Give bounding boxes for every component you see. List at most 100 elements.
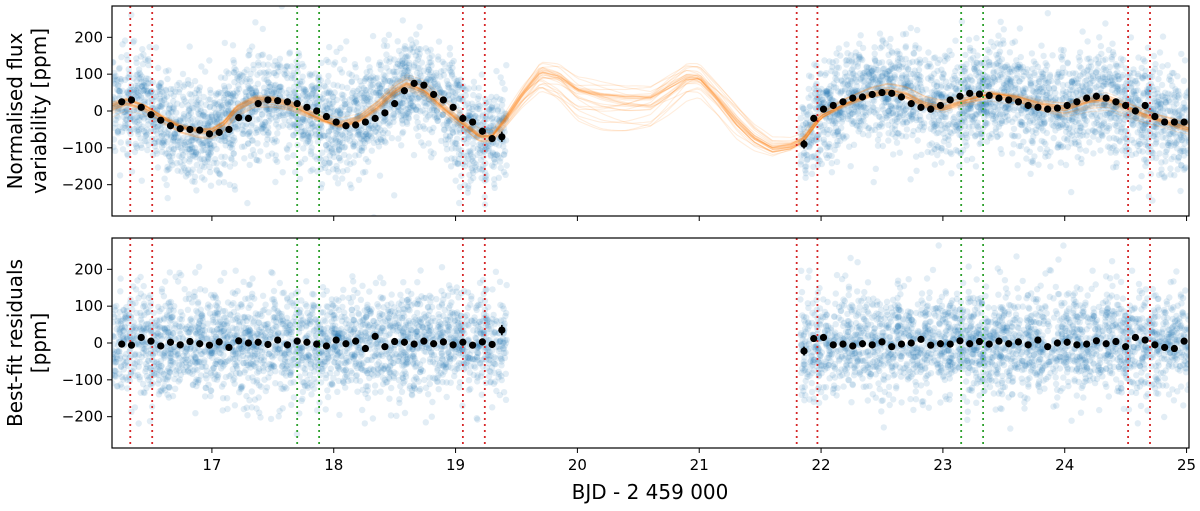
raw-point (1048, 77, 1055, 85)
raw-point (399, 116, 406, 124)
raw-point (307, 148, 315, 155)
raw-point (1070, 77, 1077, 84)
raw-point (1180, 77, 1188, 85)
raw-point (479, 147, 487, 155)
raw-point (1172, 108, 1179, 115)
raw-point (380, 92, 387, 100)
raw-point (142, 129, 149, 136)
raw-point (491, 151, 499, 159)
raw-point (497, 96, 504, 103)
raw-point (355, 131, 362, 138)
raw-point (354, 115, 361, 122)
raw-point (319, 132, 327, 139)
raw-point (344, 110, 351, 118)
raw-point (356, 128, 363, 135)
raw-point (502, 171, 509, 178)
raw-point (1068, 188, 1075, 196)
raw-point (360, 138, 367, 145)
raw-point (221, 153, 229, 160)
raw-point (174, 81, 181, 89)
raw-point (399, 99, 406, 107)
raw-point (354, 114, 361, 122)
raw-point (166, 102, 173, 109)
raw-point (1016, 25, 1024, 32)
raw-point (211, 156, 219, 163)
raw-point (426, 96, 433, 104)
raw-point (1014, 112, 1021, 119)
raw-point (475, 84, 482, 92)
raw-point (383, 57, 390, 64)
raw-point (151, 123, 158, 131)
raw-point (314, 123, 321, 131)
raw-point (448, 70, 456, 78)
raw-point (893, 139, 901, 146)
raw-point (286, 50, 293, 57)
raw-point (429, 76, 437, 84)
raw-point (914, 26, 921, 34)
raw-point (400, 69, 407, 77)
raw-point (470, 91, 477, 99)
raw-point (1103, 81, 1110, 88)
raw-point (265, 130, 272, 137)
raw-point (350, 143, 357, 150)
raw-point (204, 124, 211, 132)
raw-point (256, 69, 264, 76)
raw-point (1136, 140, 1144, 148)
raw-point (961, 123, 969, 130)
raw-point (309, 89, 317, 96)
raw-point (170, 105, 177, 113)
raw-point (972, 163, 980, 170)
raw-point (1067, 86, 1074, 94)
raw-point (859, 110, 867, 117)
raw-point (196, 138, 203, 145)
raw-point (241, 143, 248, 150)
raw-point (199, 136, 206, 144)
raw-point (384, 97, 392, 105)
raw-point (306, 72, 314, 79)
raw-point (1049, 52, 1056, 59)
raw-point (246, 75, 253, 83)
raw-point (140, 51, 147, 58)
raw-point (262, 69, 269, 77)
raw-point (161, 138, 168, 145)
raw-point (346, 96, 353, 103)
raw-point (340, 111, 347, 118)
raw-point (399, 103, 406, 111)
raw-point (479, 165, 486, 173)
raw-point (476, 149, 483, 157)
raw-point (242, 78, 249, 85)
raw-point (377, 136, 384, 143)
raw-point (833, 64, 841, 71)
raw-point (137, 71, 144, 78)
raw-point (1180, 99, 1188, 107)
raw-point (857, 32, 864, 39)
raw-point (420, 67, 427, 75)
raw-point (351, 98, 358, 106)
raw-point (468, 100, 476, 107)
raw-point (354, 87, 361, 95)
raw-point (246, 133, 253, 140)
raw-point (973, 71, 980, 78)
raw-point (300, 116, 307, 123)
raw-point (297, 80, 304, 88)
raw-point (223, 68, 230, 75)
raw-point (413, 107, 420, 114)
raw-point (931, 54, 939, 61)
raw-point (267, 87, 274, 95)
raw-point (180, 140, 187, 147)
raw-point (335, 146, 342, 154)
raw-point (1093, 83, 1100, 91)
raw-point (172, 133, 179, 140)
raw-point (382, 139, 389, 146)
raw-point (258, 110, 266, 118)
raw-point (902, 30, 910, 37)
raw-point (895, 130, 902, 137)
raw-point (497, 118, 504, 125)
raw-point (167, 90, 175, 97)
raw-point (820, 129, 828, 136)
raw-point (247, 152, 255, 160)
raw-point (185, 112, 192, 119)
raw-point (357, 91, 364, 98)
raw-point (446, 61, 454, 69)
raw-point (386, 68, 393, 75)
